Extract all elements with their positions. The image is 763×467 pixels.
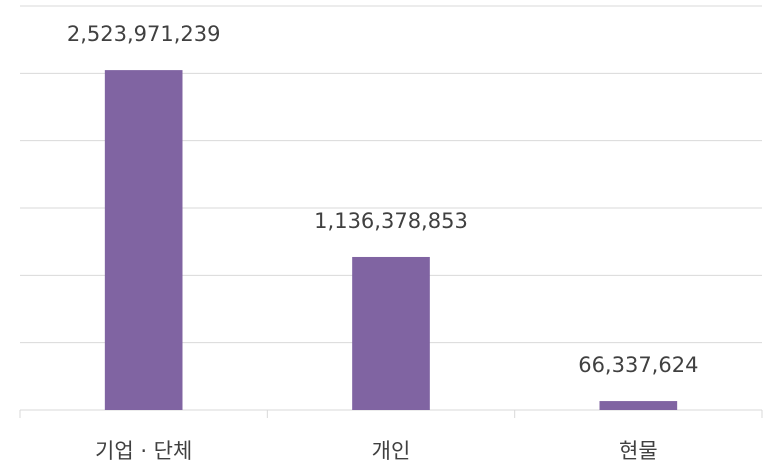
bar [104, 70, 183, 410]
x-tick-label: 현물 [619, 439, 658, 463]
data-label: 66,337,624 [578, 353, 698, 377]
bar [352, 256, 430, 410]
x-tick-label: 개인 [372, 439, 411, 463]
data-label: 2,523,971,239 [67, 22, 221, 46]
data-label: 1,136,378,853 [314, 209, 468, 233]
bar [599, 401, 678, 410]
x-tick-label: 기업 · 단체 [95, 439, 192, 463]
